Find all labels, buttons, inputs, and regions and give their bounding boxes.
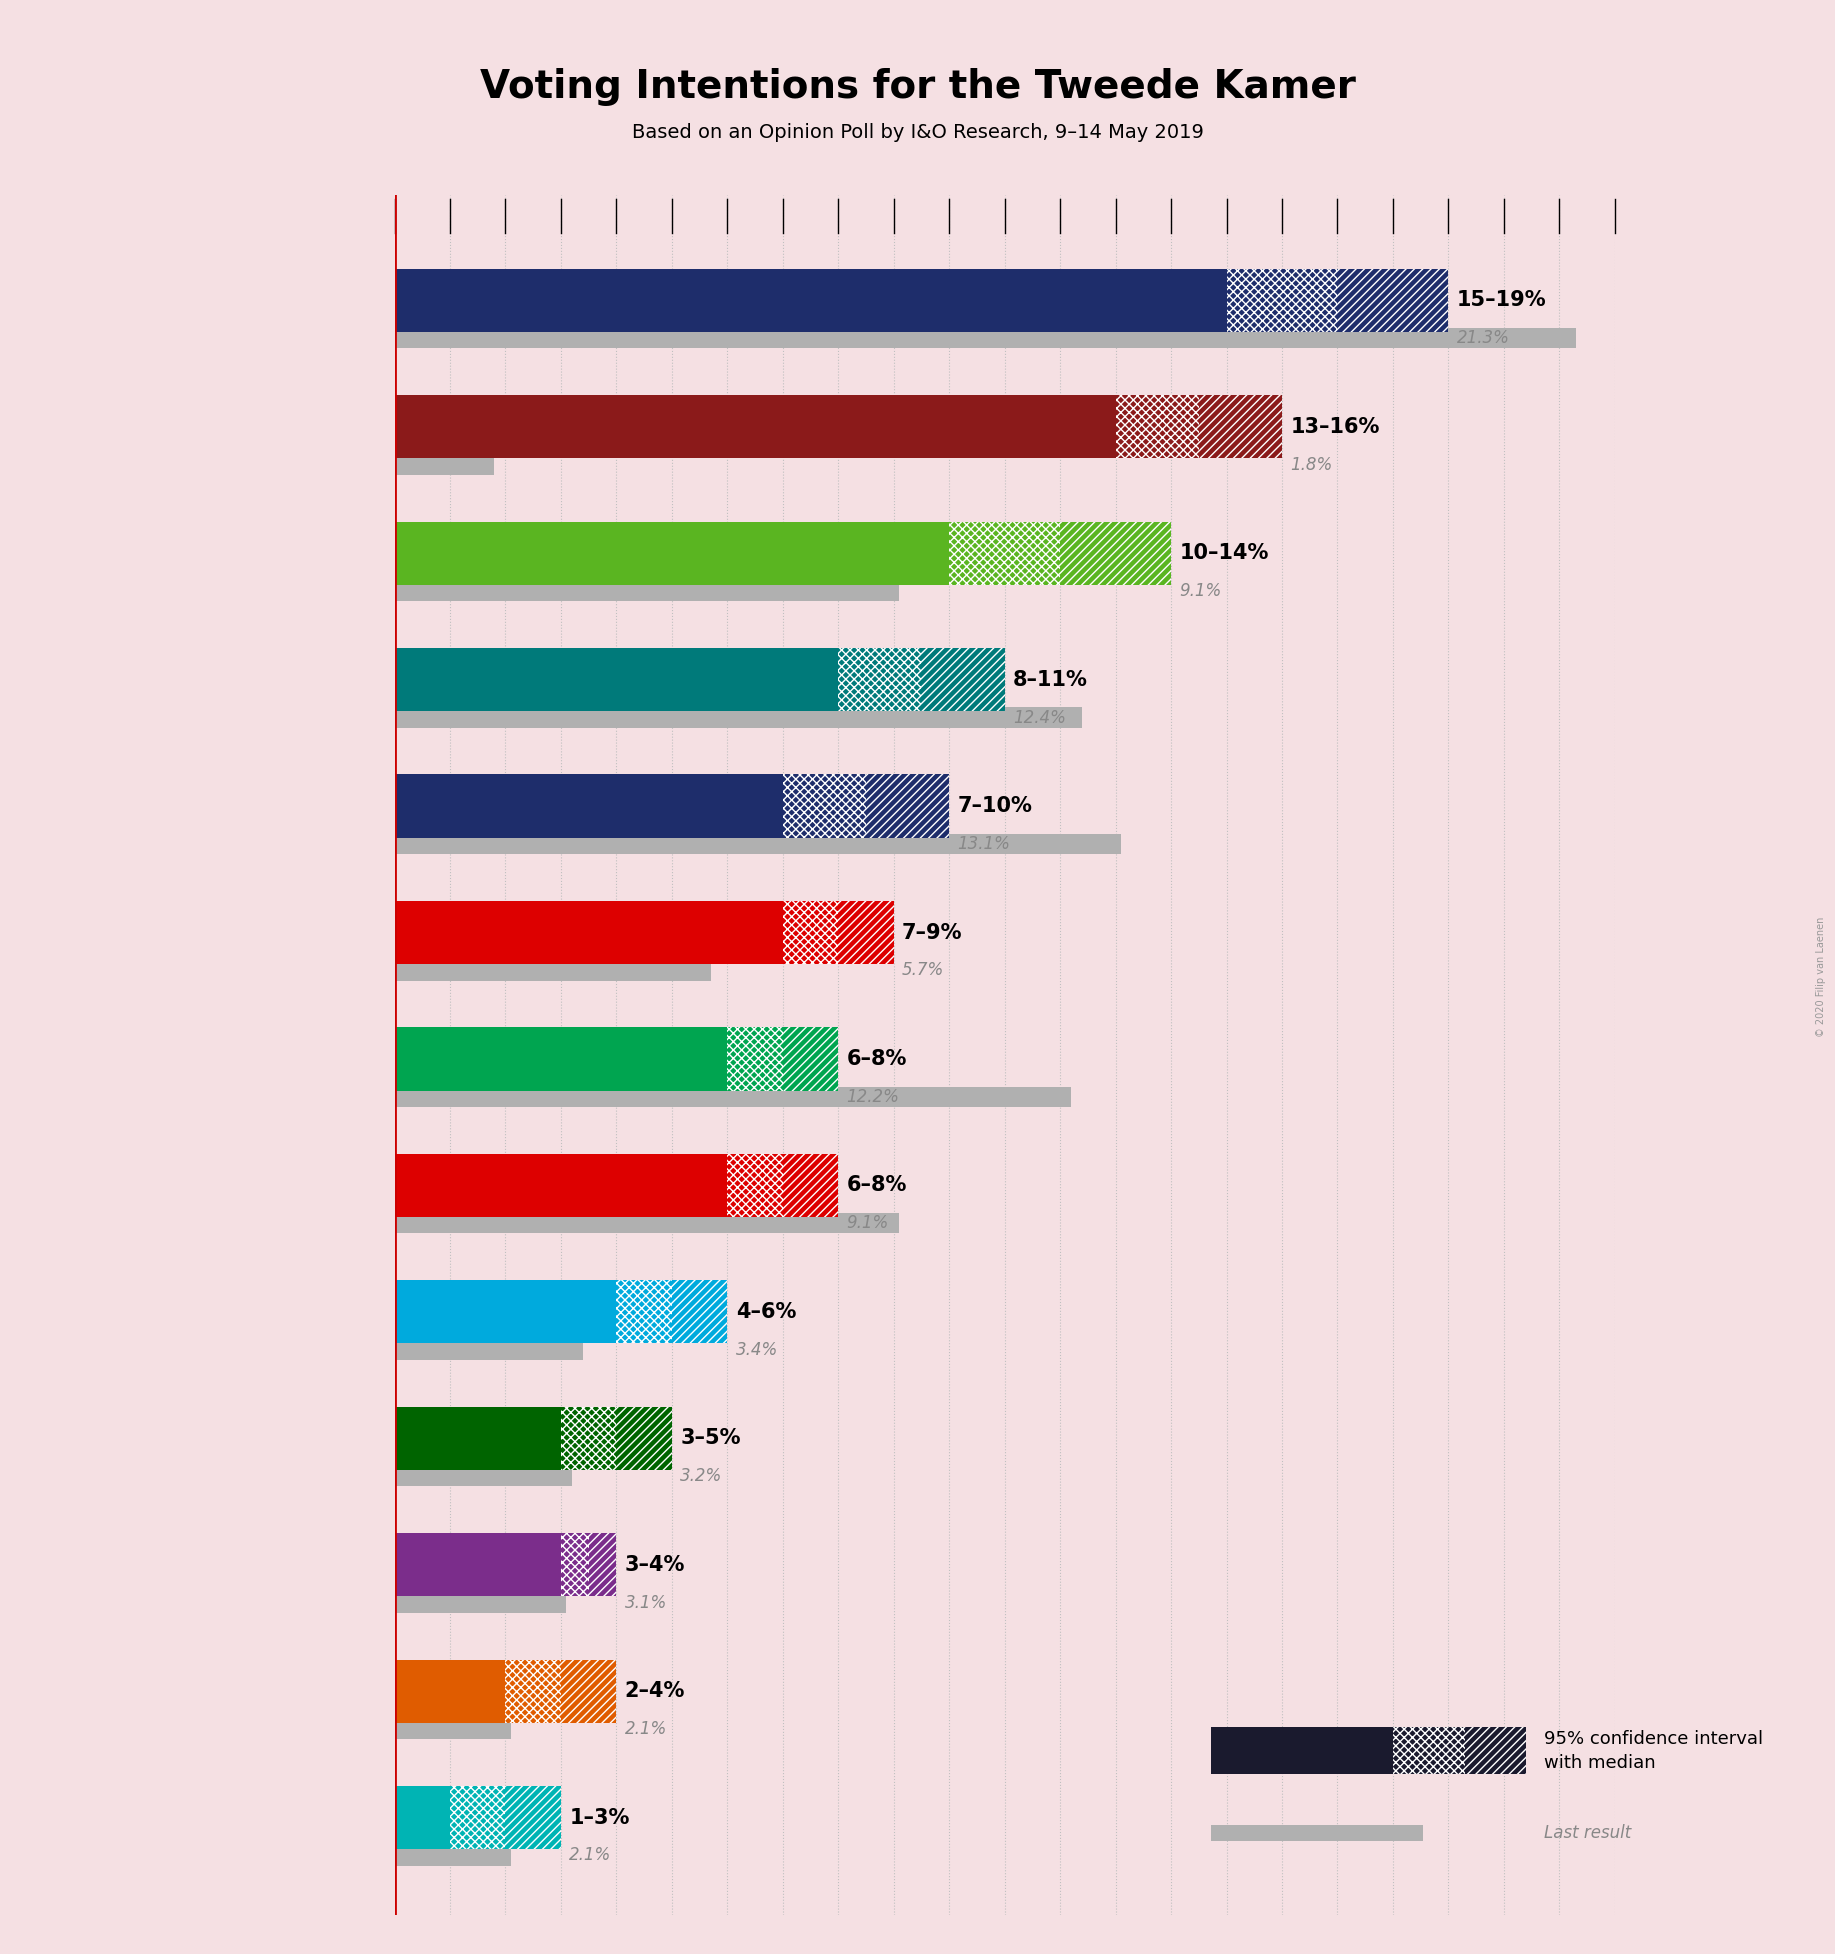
Bar: [395, 1213, 899, 1233]
Bar: [1116, 395, 1198, 459]
Text: © 2020 Filip van Laenen: © 2020 Filip van Laenen: [1817, 916, 1826, 1038]
Bar: [1338, 270, 1448, 332]
Text: 2–4%: 2–4%: [624, 1680, 684, 1702]
Bar: [395, 1786, 450, 1848]
Bar: [395, 959, 710, 981]
Text: 10–14%: 10–14%: [1180, 543, 1268, 563]
Text: 6–8%: 6–8%: [846, 1049, 906, 1069]
Bar: [395, 1153, 727, 1217]
Bar: [395, 395, 1116, 459]
Bar: [395, 774, 784, 838]
Text: 3.2%: 3.2%: [681, 1467, 723, 1485]
Bar: [562, 1407, 617, 1469]
Bar: [949, 522, 1061, 584]
Bar: [839, 649, 921, 711]
Text: 1–3%: 1–3%: [569, 1807, 629, 1827]
Bar: [839, 901, 894, 963]
Bar: [395, 1407, 562, 1469]
Bar: [395, 707, 1083, 727]
Bar: [921, 649, 1006, 711]
Text: 9.1%: 9.1%: [1180, 582, 1222, 600]
Text: 21.3%: 21.3%: [1457, 330, 1510, 348]
Bar: [562, 1534, 589, 1596]
Bar: [1211, 1825, 1424, 1841]
Text: 95% confidence interval
with median: 95% confidence interval with median: [1543, 1729, 1763, 1772]
Bar: [784, 774, 866, 838]
Text: 2.1%: 2.1%: [624, 1720, 666, 1737]
Text: 8–11%: 8–11%: [1013, 670, 1088, 690]
Bar: [617, 1280, 672, 1344]
Bar: [672, 1280, 727, 1344]
Bar: [1211, 1727, 1393, 1774]
Bar: [727, 1028, 784, 1090]
Bar: [450, 1786, 505, 1848]
Text: 7–9%: 7–9%: [903, 922, 963, 942]
Bar: [395, 1086, 1072, 1108]
Text: 2.1%: 2.1%: [569, 1847, 611, 1864]
Bar: [395, 1845, 510, 1866]
Bar: [1466, 1727, 1527, 1774]
Text: 6–8%: 6–8%: [846, 1176, 906, 1196]
Bar: [395, 580, 899, 602]
Text: 5.7%: 5.7%: [903, 961, 945, 979]
Bar: [395, 1280, 617, 1344]
Text: Voting Intentions for the Tweede Kamer: Voting Intentions for the Tweede Kamer: [479, 68, 1356, 106]
Text: 13–16%: 13–16%: [1290, 416, 1380, 438]
Bar: [1393, 1727, 1466, 1774]
Bar: [395, 1593, 567, 1612]
Bar: [395, 455, 494, 475]
Text: 4–6%: 4–6%: [736, 1301, 796, 1321]
Text: 1.8%: 1.8%: [1290, 455, 1332, 473]
Bar: [617, 1407, 672, 1469]
Text: 15–19%: 15–19%: [1457, 291, 1547, 311]
Bar: [784, 1028, 839, 1090]
Bar: [395, 1659, 505, 1723]
Text: 13.1%: 13.1%: [958, 834, 1011, 854]
Bar: [866, 774, 949, 838]
Bar: [395, 901, 784, 963]
Text: 3–5%: 3–5%: [681, 1428, 741, 1448]
Bar: [395, 1534, 562, 1596]
Bar: [395, 328, 1576, 348]
Bar: [784, 1153, 839, 1217]
Bar: [727, 1153, 784, 1217]
Bar: [505, 1786, 562, 1848]
Text: 3.1%: 3.1%: [624, 1594, 666, 1612]
Text: 12.4%: 12.4%: [1013, 709, 1066, 727]
Text: 3–4%: 3–4%: [624, 1555, 684, 1575]
Bar: [395, 1028, 727, 1090]
Text: 9.1%: 9.1%: [846, 1213, 888, 1233]
Text: Last result: Last result: [1543, 1823, 1631, 1843]
Bar: [395, 270, 1226, 332]
Bar: [784, 901, 839, 963]
Bar: [1198, 395, 1283, 459]
Bar: [395, 1720, 510, 1739]
Text: Based on an Opinion Poll by I&O Research, 9–14 May 2019: Based on an Opinion Poll by I&O Research…: [631, 123, 1204, 143]
Text: 12.2%: 12.2%: [846, 1088, 899, 1106]
Bar: [562, 1659, 617, 1723]
Bar: [395, 522, 949, 584]
Bar: [1226, 270, 1338, 332]
Text: 3.4%: 3.4%: [736, 1340, 778, 1358]
Bar: [395, 834, 1121, 854]
Bar: [505, 1659, 562, 1723]
Bar: [589, 1534, 617, 1596]
Bar: [395, 1466, 573, 1487]
Bar: [395, 649, 839, 711]
Bar: [395, 1340, 584, 1360]
Bar: [1061, 522, 1171, 584]
Text: 7–10%: 7–10%: [958, 795, 1033, 817]
